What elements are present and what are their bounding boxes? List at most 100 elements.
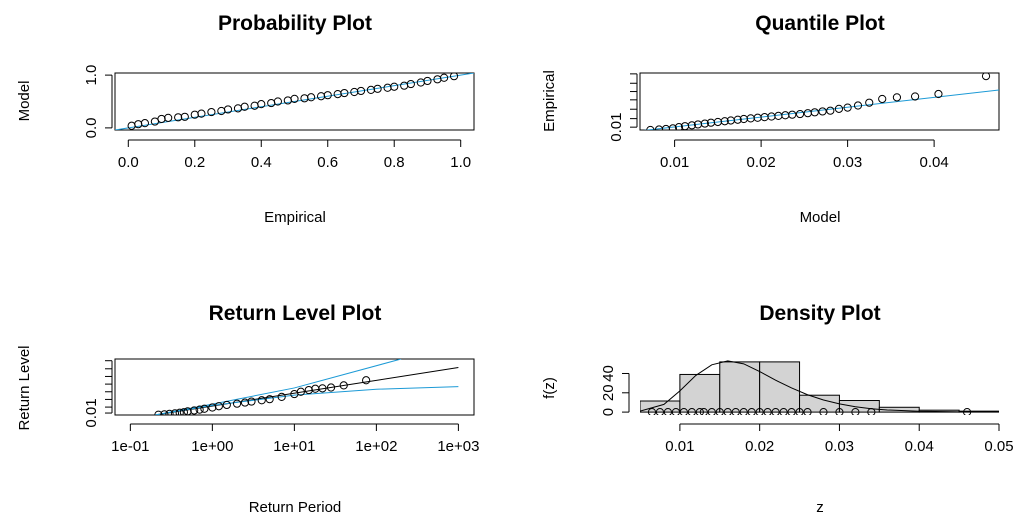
density-plot-rug-point bbox=[779, 408, 788, 415]
probability-plot-point bbox=[449, 73, 459, 81]
return-level-plot-point bbox=[240, 398, 250, 407]
return-level-plot-point bbox=[362, 376, 371, 385]
density-plot-ylabel: f(z) bbox=[541, 377, 558, 399]
probability-plot-x-tick-label: 0.2 bbox=[184, 154, 205, 171]
probability-plot-point bbox=[140, 119, 150, 128]
return-level-plot-x-tick-label: 1e+01 bbox=[273, 438, 315, 455]
quantile-plot-point bbox=[834, 104, 844, 113]
return-level-plot-point bbox=[154, 410, 163, 415]
probability-plot-point bbox=[207, 107, 216, 117]
density-plot-x-tick-label: 0.03 bbox=[825, 438, 854, 455]
return-level-plot-y-tick-label: 0.01 bbox=[83, 398, 100, 427]
density-plot-rug-point bbox=[671, 408, 680, 415]
return-level-plot-point bbox=[311, 384, 320, 393]
quantile-plot-point bbox=[661, 124, 671, 130]
probability-plot-point bbox=[223, 105, 233, 114]
probability-plot-point bbox=[174, 113, 183, 122]
return-level-plot-point bbox=[200, 404, 209, 413]
return-level-plot-x-tick-label: 1e+02 bbox=[355, 438, 397, 455]
return-level-plot-ylabel: Return Level bbox=[16, 345, 33, 430]
quantile-plot-point bbox=[934, 89, 943, 99]
quantile-plot-y-tick-label: 0.01 bbox=[608, 113, 625, 142]
probability-plot-point bbox=[240, 102, 249, 111]
quantile-plot-point bbox=[843, 103, 852, 112]
return-level-plot-x-tick-label: 1e+00 bbox=[191, 438, 233, 455]
return-level-plot-upper-line bbox=[154, 359, 402, 415]
probability-plot-y-tick-label: 1.0 bbox=[83, 65, 100, 86]
density-plot-y-tick-label: 0 bbox=[600, 408, 617, 416]
return-level-plot-point bbox=[175, 408, 184, 415]
density-plot-density-curve bbox=[640, 360, 999, 413]
probability-plot-title: Probability Plot bbox=[218, 12, 372, 35]
density-plot-rug-point bbox=[699, 408, 708, 415]
probability-plot-point bbox=[197, 109, 206, 118]
density-plot-rug-point bbox=[835, 408, 844, 415]
probability-plot-point bbox=[383, 83, 392, 92]
return-level-plot-lower-line bbox=[154, 386, 459, 415]
quantile-plot-ylabel: Empirical bbox=[541, 70, 558, 132]
density-plot-rug-point bbox=[663, 408, 673, 415]
return-level-plot-point bbox=[165, 409, 174, 415]
density-plot-rug-point bbox=[655, 408, 665, 415]
return-level-plot-point bbox=[222, 400, 231, 410]
return-level-plot-x-tick-label: 1e+03 bbox=[437, 438, 479, 455]
probability-plot-point bbox=[400, 81, 409, 90]
quantile-plot-point bbox=[878, 94, 887, 104]
probability-plot-ylabel: Model bbox=[16, 81, 33, 122]
density-plot-rug-point bbox=[731, 408, 740, 415]
probability-plot-point bbox=[439, 73, 449, 82]
quantile-plot-x-tick-label: 0.02 bbox=[747, 154, 776, 171]
return-level-plot-point bbox=[214, 402, 223, 411]
quantile-plot-point bbox=[981, 73, 991, 81]
probability-plot-y-tick-label: 0.0 bbox=[83, 117, 100, 138]
quantile-plot-point bbox=[720, 117, 729, 126]
return-level-plot-point bbox=[232, 399, 242, 408]
density-plot-rug-point bbox=[747, 408, 756, 415]
probability-plot-point bbox=[127, 121, 136, 130]
density-plot-rug-point bbox=[819, 408, 828, 415]
quantile-plot-x-tick-label: 0.03 bbox=[833, 154, 862, 171]
density-plot-plot-area bbox=[640, 360, 999, 415]
quantile-plot-point bbox=[795, 109, 805, 119]
quantile-plot-point bbox=[733, 115, 742, 124]
probability-plot-panel: Probability Plot Empirical Model 0.0 0.2 0… bbox=[16, 12, 475, 226]
probability-plot-point bbox=[257, 100, 266, 109]
probability-plot-x-tick-label: 0.6 bbox=[317, 154, 338, 171]
return-level-plot-panel: Return Level Plot Return Period Return L… bbox=[16, 302, 479, 516]
quantile-plot-xlabel: Model bbox=[800, 209, 841, 226]
quantile-plot-panel: Quantile Plot Model Empirical 0.01 0.02 0.… bbox=[541, 12, 1000, 226]
return-level-plot-point bbox=[179, 408, 189, 415]
probability-plot-point bbox=[300, 94, 309, 103]
probability-plot-xlabel: Empirical bbox=[264, 209, 326, 226]
density-plot-rug-point bbox=[647, 408, 657, 415]
density-plot-rug-point bbox=[679, 408, 688, 415]
density-plot-rug-point bbox=[787, 408, 796, 415]
probability-plot-x-tick-label: 0.4 bbox=[251, 154, 272, 171]
quantile-plot-frame bbox=[639, 72, 1000, 131]
probability-plot-point bbox=[416, 78, 425, 87]
return-level-plot-xlabel: Return Period bbox=[249, 499, 342, 516]
probability-plot-point bbox=[316, 92, 326, 101]
density-plot-rug-point bbox=[739, 408, 748, 415]
return-level-plot-title: Return Level Plot bbox=[209, 302, 382, 325]
quantile-plot-title: Quantile Plot bbox=[755, 12, 885, 35]
probability-plot-point bbox=[390, 82, 399, 91]
density-plot-x-tick-label: 0.04 bbox=[905, 438, 934, 455]
probability-plot-point bbox=[273, 97, 282, 106]
density-plot-bar bbox=[719, 361, 761, 413]
density-plot-rug-point bbox=[687, 408, 696, 415]
probability-plot-point bbox=[157, 114, 166, 124]
return-level-plot-point bbox=[296, 387, 305, 396]
density-plot-bar bbox=[679, 373, 721, 413]
return-level-plot-point bbox=[257, 396, 266, 405]
quantile-plot-x-tick-label: 0.04 bbox=[920, 154, 949, 171]
density-plot-x-tick-label: 0.05 bbox=[984, 438, 1013, 455]
density-plot-y-tick-label: 20 bbox=[600, 384, 617, 401]
density-plot-x-tick-label: 0.01 bbox=[665, 438, 694, 455]
quantile-plot-point bbox=[781, 111, 790, 120]
probability-plot-point bbox=[373, 84, 382, 93]
probability-plot-point bbox=[290, 94, 299, 103]
return-level-plot-plot-area bbox=[154, 359, 459, 415]
probability-plot-point bbox=[356, 86, 366, 96]
